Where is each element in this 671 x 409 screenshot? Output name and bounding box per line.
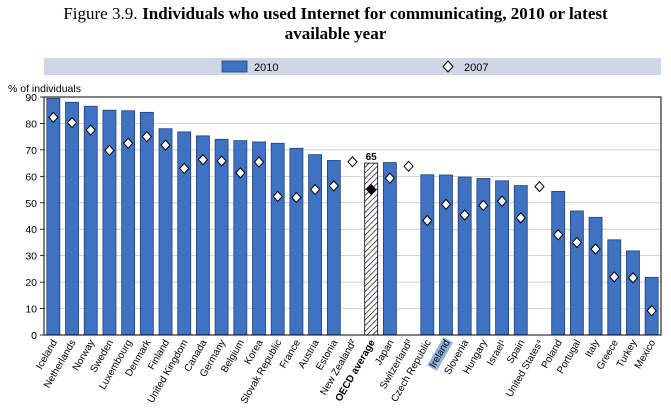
bar-2010 [214,138,229,336]
marker-2007 [590,243,601,255]
marker-2007 [272,190,283,203]
bar-2010 [289,147,304,336]
marker-2007 [160,139,171,151]
marker-2007 [440,198,452,211]
legend-2010-label: 2010 [254,62,278,74]
bar-2010 [65,101,79,336]
title-line-1: Individuals who used Internet for commun… [142,4,608,23]
marker-2007 [328,180,339,192]
marker-2007 [627,272,639,284]
y-ticks: 0 10 20 30 40 50 60 70 80 90 [25,92,44,342]
marker-2007 [347,156,358,168]
marker-2007 [104,144,115,157]
bar-2010 [158,128,173,336]
marker-2007 [496,195,508,207]
y-tick-label: 90 [25,92,37,104]
marker-2007 [571,236,583,249]
legend-2007-label: 2007 [464,62,488,74]
marker-2007 [422,214,433,227]
bar-2010 [420,174,435,336]
marker-2007 [646,304,657,317]
gridlines [44,123,661,309]
bar-2010 [457,176,472,336]
marker-2007 [534,180,545,193]
average-value-label: 65 [366,152,378,163]
marker-2007 [309,183,321,196]
markers-2007 [48,111,657,317]
marker-2007 [66,116,78,129]
bar-2010 [382,162,397,336]
marker-2007 [141,130,153,143]
category-label: Italy [583,338,602,359]
bar-2010 [551,191,566,336]
plot-frame [43,96,662,336]
marker-2007 [403,160,414,173]
bar-2010 [46,97,61,336]
marker-2007 [216,155,227,167]
marker-2007 [609,271,620,283]
title-line-2: available year [284,24,387,43]
marker-2007 [85,124,96,136]
marker-2007 [366,183,377,196]
marker-2007 [179,162,190,175]
y-tick-label: 40 [25,224,37,236]
marker-2007 [515,212,526,224]
bar-2010 [252,141,266,336]
y-tick-label: 80 [25,118,37,130]
bar-2010 [102,109,117,336]
category-labels: IcelandNetherlandsNorwaySwedenLuxembourg… [34,337,658,406]
y-tick-label: 20 [25,277,37,289]
category-label: Israel¹ [485,337,509,367]
bar-2010 [270,142,285,336]
marker-2007 [552,229,564,241]
y-tick-label: 60 [25,171,37,183]
y-tick-label: 0 [31,330,37,342]
marker-2007 [197,153,209,166]
bars: 65 [46,97,659,336]
bar-2010 [607,239,622,336]
y-tick-label: 30 [25,251,37,263]
legend-2007-marker [442,60,454,73]
bar-2010 [513,185,528,336]
bar-2010 [626,250,640,336]
bar-2010 [569,210,584,336]
y-tick-label: 70 [25,145,37,157]
highlight-box [427,337,454,371]
bar-2010 [308,154,323,336]
bar-2010 [83,105,98,336]
marker-2007 [291,191,302,204]
marker-2007 [459,209,470,221]
legend-band [44,58,661,75]
bar-2010 [177,131,192,336]
bar-2010 [139,111,154,336]
figure-label: Figure 3.9. [63,4,138,23]
chart-title: Figure 3.9. Individuals who used Interne… [0,4,671,43]
bar-2010 [196,135,210,336]
bar-2010 [588,216,603,336]
marker-2007 [253,156,265,168]
marker-2007 [384,172,396,184]
legend-2010-swatch [221,60,248,73]
y-tick-label: 10 [25,304,37,316]
y-axis-label: % of individuals [8,83,81,95]
marker-2007 [478,199,489,212]
marker-2007 [122,137,134,150]
marker-2007 [235,167,246,179]
y-tick-label: 50 [25,198,37,210]
marker-2007 [48,111,59,124]
